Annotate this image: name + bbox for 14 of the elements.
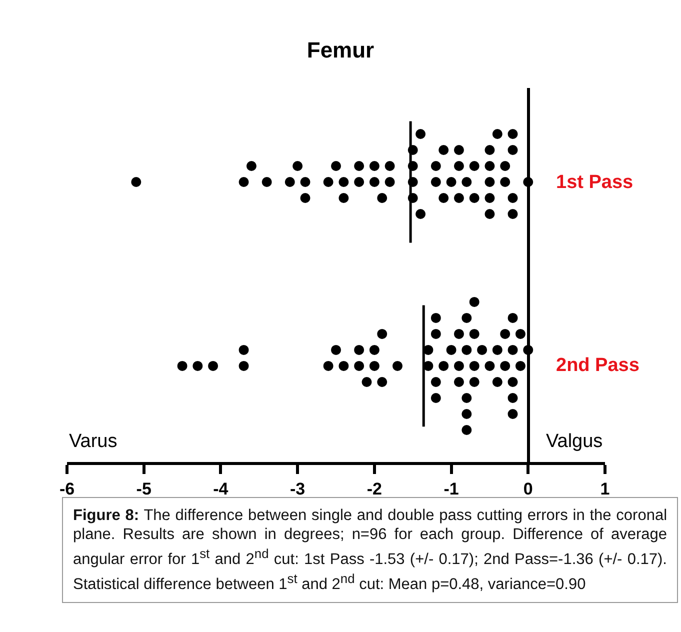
x-tick-label: -5 bbox=[136, 479, 152, 498]
y-tick-label: 2nd Pass bbox=[556, 355, 640, 376]
x-tick-label: -6 bbox=[59, 479, 75, 498]
x-tick-label: -2 bbox=[366, 479, 382, 498]
x-tick-label: 0 bbox=[523, 479, 533, 498]
annotation: Varus bbox=[69, 431, 118, 452]
x-tick-label: -4 bbox=[213, 479, 229, 498]
x-tick-label: -1 bbox=[444, 479, 459, 498]
annotation: Valgus bbox=[546, 431, 603, 452]
y-tick-label: 1st Pass bbox=[556, 172, 634, 193]
x-tick-label: 1 bbox=[600, 479, 610, 498]
x-tick-label: -3 bbox=[290, 479, 306, 498]
chart-title: Femur bbox=[306, 38, 375, 63]
text: Figure 8: The difference between single and double pass cutting errors in the coronal plane. Results are shown in degrees; n=96 for each group. Difference of average angular error for 1$^{st}$ and 2$^{nd}$ cut: 1st Pass -1.53 (+/- 0.17); 2nd Pass=-1.36 (+/- 0.17). Statistical difference between 1$^{st}$ and 2$^{nd}$ cut: Mean p=0.48, variance=0.90 bbox=[73, 507, 668, 594]
